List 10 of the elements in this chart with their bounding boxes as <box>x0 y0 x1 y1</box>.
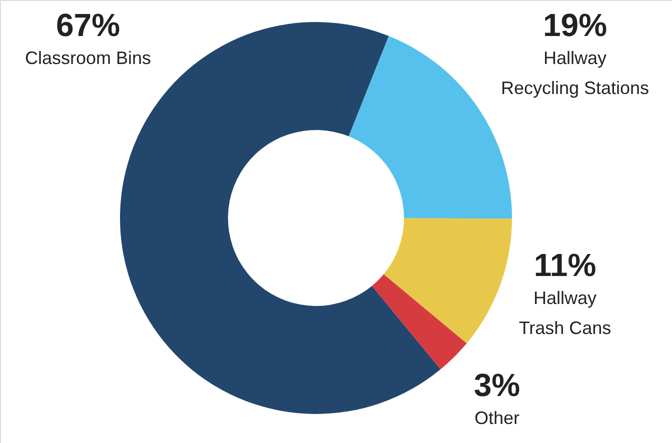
slice-label: Hallway Trash Cans <box>518 288 612 338</box>
donut-slice <box>372 274 467 370</box>
slice-label: Other <box>474 408 520 428</box>
slice-label: Hallway Recycling Stations <box>500 48 650 98</box>
donut-slice <box>384 218 512 344</box>
data-label: 11% <box>534 247 596 283</box>
slice-label: Classroom Bins <box>24 48 152 68</box>
data-label: 67% <box>56 7 120 43</box>
data-label: 3% <box>474 367 520 403</box>
data-label: 19% <box>542 7 608 43</box>
